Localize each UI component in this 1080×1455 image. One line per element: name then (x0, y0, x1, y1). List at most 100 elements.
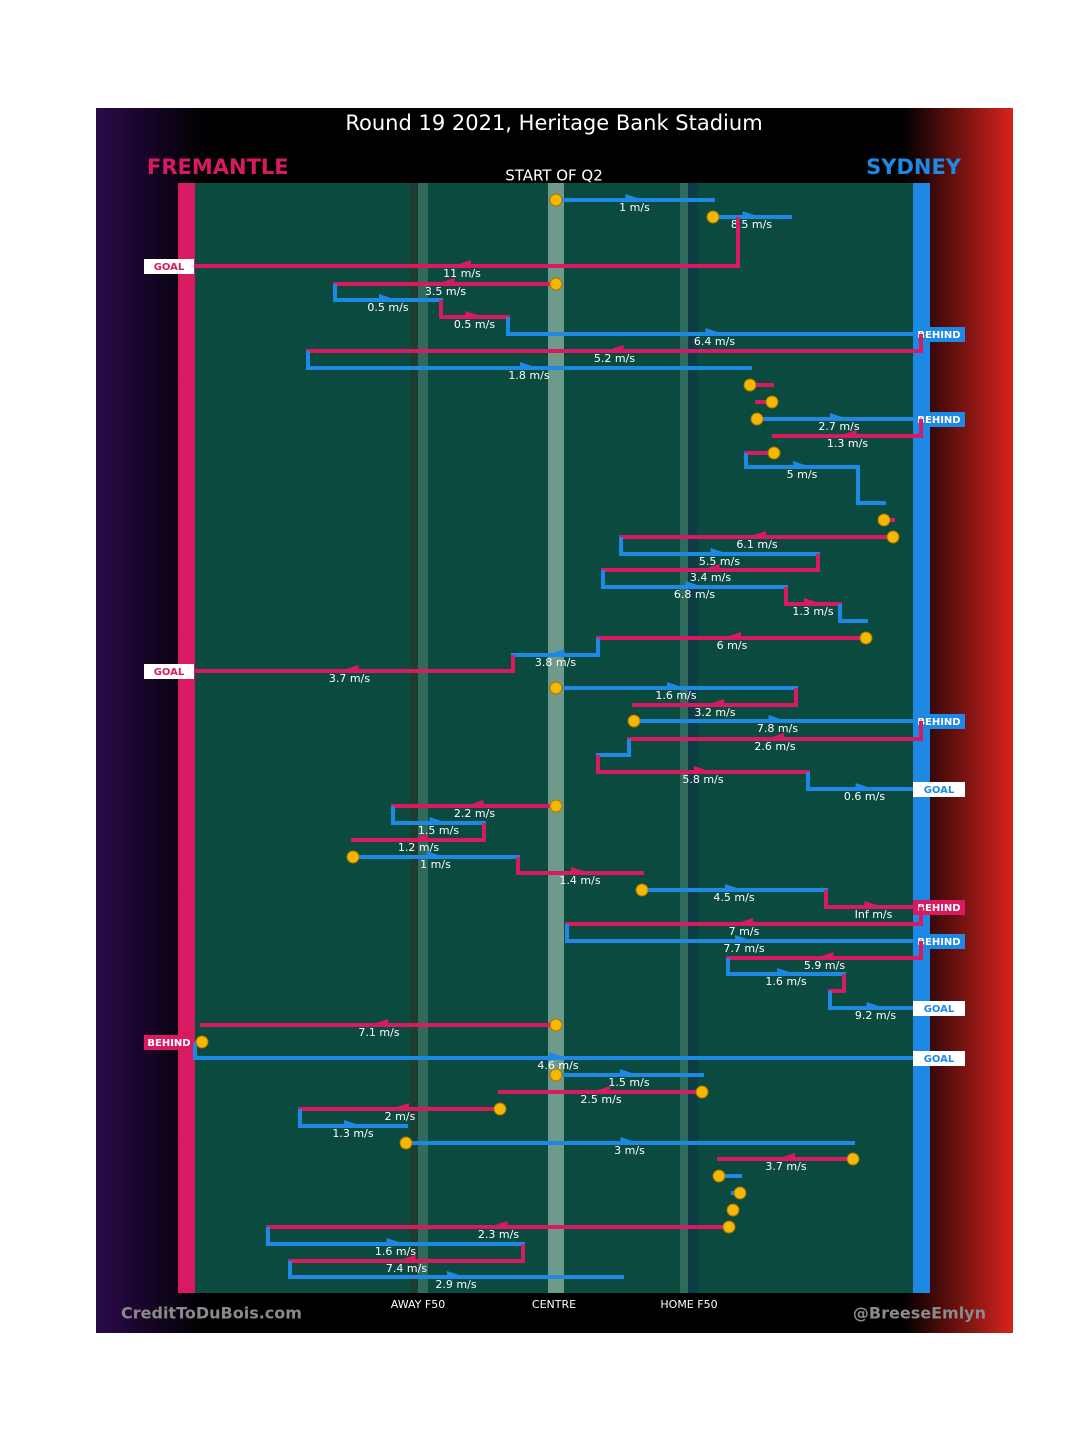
speed-label: 5.9 m/s (804, 959, 845, 972)
speed-label: 3.4 m/s (690, 571, 731, 584)
arrow-head (735, 935, 753, 943)
outcome-tag (913, 782, 965, 797)
kicks: 1 m/s 8.5 m/s 11 m/s GOAL 3.5 m/s 0.5 m/s 0.5 … (144, 193, 965, 1291)
possession-start (886, 530, 900, 544)
speed-label: 2.7 m/s (818, 420, 859, 433)
away-team: SYDNEY (866, 155, 962, 179)
speed-label: 1.4 m/s (559, 874, 600, 887)
possession-start (726, 1203, 740, 1217)
outcome-label: GOAL (154, 262, 185, 273)
speed-label: 2.3 m/s (478, 1228, 519, 1241)
outcome-tag (913, 412, 965, 427)
credit: @BreeseEmlyn (853, 1304, 986, 1323)
arrow-head (777, 968, 795, 976)
possession-start (733, 1186, 747, 1200)
speed-label: 4.5 m/s (713, 891, 754, 904)
outcome-tag (913, 900, 965, 915)
outcome-tag (144, 259, 194, 274)
title: Round 19 2021, Heritage Bank Stadium (345, 111, 762, 135)
speed-label: 5 m/s (787, 468, 818, 481)
centre-line (548, 183, 564, 1293)
arrow-head (426, 851, 445, 859)
outcome-tag (913, 714, 965, 729)
outcome-tag (913, 934, 965, 949)
possession-start (765, 395, 779, 409)
speed-label: 8.5 m/s (731, 218, 772, 231)
away-f50-line (418, 183, 428, 1293)
arrow-head (701, 564, 720, 572)
arrow-head (592, 1086, 610, 1094)
arrow-head (549, 1052, 567, 1060)
possession-start (712, 1169, 726, 1183)
field-label: AWAY F50 (391, 1298, 445, 1311)
speed-label: 0.6 m/s (844, 790, 885, 803)
outcome-tag (144, 664, 194, 679)
speed-label: 7.8 m/s (757, 722, 798, 735)
possession-start (859, 631, 873, 645)
arrow-head (667, 682, 685, 690)
outcome-label: GOAL (924, 785, 955, 796)
arrow-head (866, 1002, 885, 1010)
speed-label: 1.2 m/s (398, 841, 439, 854)
arrow-head (397, 1255, 416, 1263)
arrow-head (409, 834, 428, 842)
speed-label: 5.2 m/s (594, 352, 635, 365)
outcome-tag (913, 1001, 965, 1016)
arrow-head (830, 413, 848, 421)
arrow-head (436, 278, 455, 286)
speed-label: 11 m/s (443, 267, 481, 280)
arrow-head (429, 817, 448, 825)
outcome-tag (144, 1035, 194, 1050)
arrow-head (705, 328, 724, 336)
arrow-head (370, 1019, 388, 1027)
arrow-head (706, 699, 724, 707)
speed-label: 3.5 m/s (425, 285, 466, 298)
arrow-head (489, 1221, 508, 1229)
outcome-tag (913, 327, 965, 342)
speed-label: 1.3 m/s (332, 1127, 373, 1140)
speed-label: 6 m/s (717, 639, 748, 652)
speed-label: 9.2 m/s (855, 1009, 896, 1022)
fremantle-goal-line (178, 183, 195, 1293)
speed-label: 3 m/s (614, 1144, 645, 1157)
arrow-head (723, 632, 741, 640)
outcome-label: GOAL (924, 1054, 955, 1065)
arrow-head (340, 665, 359, 673)
speed-label: 6.8 m/s (674, 588, 715, 601)
subtitle: START OF Q2 (505, 167, 603, 185)
field-label: CENTRE (532, 1298, 576, 1311)
arrow-head (694, 766, 712, 774)
arrow-head (768, 715, 787, 723)
speed-label: Inf m/s (855, 908, 893, 921)
speed-label: 5.5 m/s (699, 555, 740, 568)
possession-start (549, 681, 563, 695)
arrow-head (815, 952, 834, 960)
speed-label: 0.5 m/s (454, 318, 495, 331)
arrow-head (465, 311, 484, 319)
possession-start (346, 850, 360, 864)
arrow-head (742, 211, 761, 219)
possession-start (549, 1018, 563, 1032)
outcome-label: BEHIND (147, 1038, 190, 1049)
outcome-label: BEHIND (917, 330, 960, 341)
possession-start (627, 714, 641, 728)
arrow-head (620, 1069, 638, 1077)
speed-label: 7.1 m/s (358, 1026, 399, 1039)
possession-start (706, 210, 720, 224)
possession-start (549, 277, 563, 291)
possession-start (695, 1085, 709, 1099)
speed-label: 1.3 m/s (792, 605, 833, 618)
outcome-label: BEHIND (917, 937, 960, 948)
possession-start (767, 446, 781, 460)
arrow-head (344, 1120, 362, 1128)
outcome-label: GOAL (924, 1004, 955, 1015)
arrow-head (838, 430, 857, 438)
speed-label: 1.6 m/s (655, 689, 696, 702)
speed-label: 2.2 m/s (454, 807, 495, 820)
speed-label: 1 m/s (619, 201, 650, 214)
possession-start (493, 1102, 507, 1116)
speed-label: 1.6 m/s (375, 1245, 416, 1258)
arrow-head (520, 362, 538, 370)
speed-label: 1.6 m/s (765, 975, 806, 988)
speed-label: 7 m/s (729, 925, 760, 938)
